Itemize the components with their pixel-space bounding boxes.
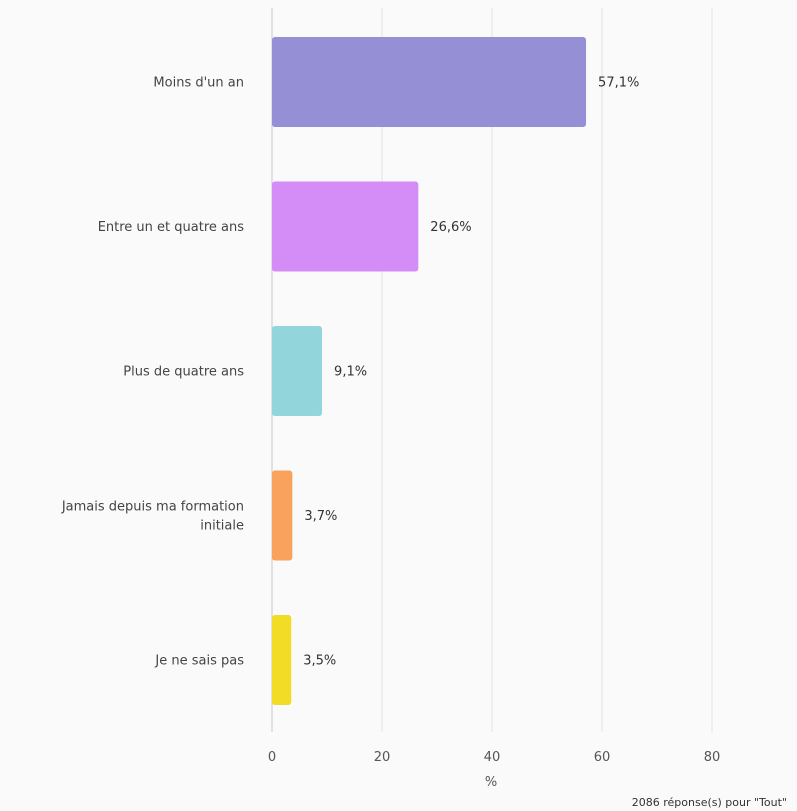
bar <box>272 615 292 705</box>
value-label: 57,1% <box>598 76 639 91</box>
bar <box>272 37 587 127</box>
x-axis-ticks: 0 20 40 60 80 <box>268 750 720 765</box>
category-label-line: Jamais depuis ma formation <box>61 500 244 515</box>
bar <box>272 470 293 561</box>
category-label-line: Entre un et quatre ans <box>98 220 245 235</box>
x-axis-title: % <box>485 775 497 790</box>
category-label-line: Moins d'un an <box>153 76 244 91</box>
category-label-line: Je ne sais pas <box>154 654 244 669</box>
category-label-line: Plus de quatre ans <box>123 365 244 380</box>
value-labels: 57,1% 26,6% 9,1% 3,7% 3,5% <box>303 76 639 669</box>
x-tick-label: 20 <box>374 750 391 765</box>
x-tick-label: 60 <box>594 750 611 765</box>
category-label: Entre un et quatre ans <box>98 220 245 235</box>
value-label: 9,1% <box>334 365 367 380</box>
category-label: Moins d'un an <box>153 76 244 91</box>
response-count-footnote: 2086 réponse(s) pour "Tout" <box>631 796 787 809</box>
value-label: 3,5% <box>303 654 336 669</box>
bars <box>272 37 587 705</box>
x-tick-label: 0 <box>268 750 276 765</box>
category-label: Plus de quatre ans <box>123 365 244 380</box>
category-label: Jamais depuis ma formation initiale <box>61 500 244 534</box>
bar <box>272 326 323 416</box>
category-label: Je ne sais pas <box>154 654 244 669</box>
category-labels: Moins d'un an Entre un et quatre ans Plus … <box>61 76 244 669</box>
value-label: 3,7% <box>304 509 337 524</box>
category-label-line: initiale <box>200 519 244 534</box>
x-tick-label: 80 <box>704 750 721 765</box>
bar <box>272 181 419 272</box>
x-tick-label: 40 <box>484 750 501 765</box>
gridlines <box>271 8 713 732</box>
value-label: 26,6% <box>430 220 471 235</box>
